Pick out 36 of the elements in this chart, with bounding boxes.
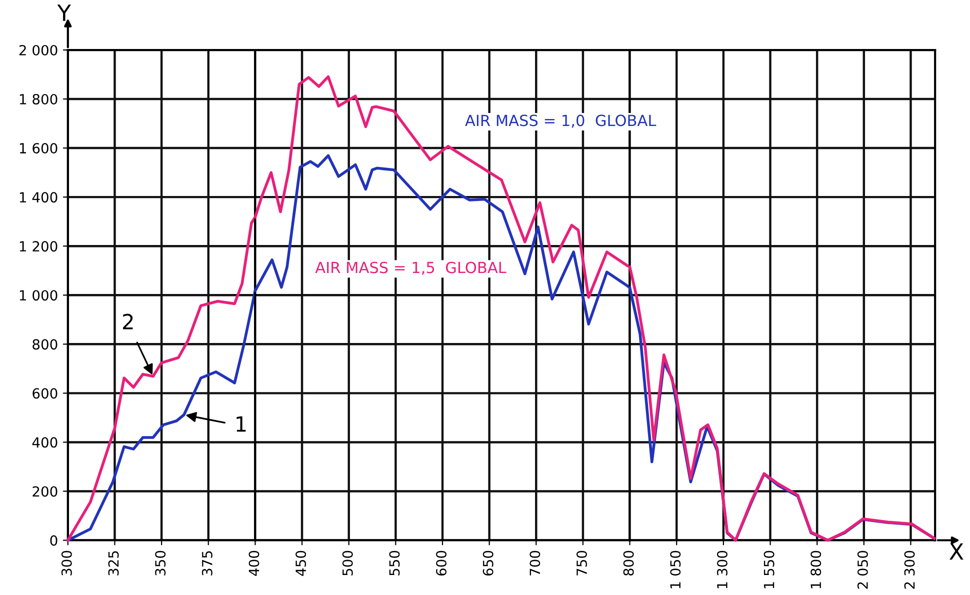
y-tick-label: 800 bbox=[32, 339, 58, 350]
x-tick-label: 800 bbox=[623, 550, 634, 576]
x-tick-label: 375 bbox=[202, 551, 212, 576]
y-tick-label: 1 800 bbox=[20, 94, 58, 104]
y-tick-label: 1 000 bbox=[20, 290, 58, 301]
x-tick-label: 1 300 bbox=[716, 550, 728, 588]
x-tick-label: 500 bbox=[342, 550, 353, 576]
y-tick-label: 400 bbox=[32, 437, 58, 448]
x-tick-label: 400 bbox=[248, 550, 260, 576]
y-tick-label: 200 bbox=[32, 486, 58, 497]
x-tick-label: 650 bbox=[482, 550, 494, 576]
x-tick-label: 350 bbox=[155, 550, 166, 576]
y-tick-label: 0 bbox=[50, 535, 58, 546]
y-axis-title: Y bbox=[57, 4, 71, 21]
x-tick-label: 300 bbox=[61, 550, 72, 576]
x-tick-label: 325 bbox=[108, 551, 119, 576]
x-tick-label: 750 bbox=[576, 550, 587, 576]
x-tick-label: 2 300 bbox=[904, 550, 915, 589]
x-axis-title: X bbox=[950, 543, 964, 560]
x-tick-label: 700 bbox=[530, 550, 540, 576]
text: AIR MASS = 1,0 GLOBAL bbox=[465, 114, 656, 128]
x-tick-label: 1 800 bbox=[810, 550, 822, 588]
x-tick-label: 2 050 bbox=[857, 550, 868, 589]
x-tick-label: 450 bbox=[296, 550, 306, 576]
x-tick-label: 550 bbox=[389, 550, 400, 576]
annotation: 1 bbox=[236, 416, 246, 432]
y-tick-label: 1 200 bbox=[20, 241, 58, 252]
x-tick-label: 1 050 bbox=[670, 550, 681, 588]
y-tick-label: 600 bbox=[32, 388, 58, 399]
series-label: AIR MASS = 1,5 GLOBAL bbox=[315, 262, 506, 275]
annotation: 2 bbox=[123, 314, 133, 330]
y-tick-label: 2 000 bbox=[19, 44, 58, 56]
x-tick-label: 600 bbox=[436, 550, 447, 576]
x-tick-label: 1 550 bbox=[764, 550, 774, 588]
y-tick-label: 1 600 bbox=[20, 143, 58, 154]
y-tick-label: 1 400 bbox=[20, 192, 58, 203]
